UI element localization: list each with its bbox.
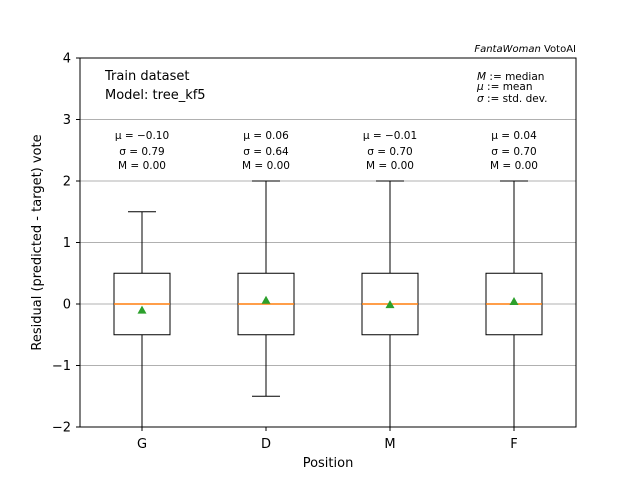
box-stat-label: μ = −0.10 [115,130,169,142]
mean-marker [137,305,147,314]
mean-marker [261,295,271,304]
x-tick-label: G [137,437,147,452]
legend-median: M := median [477,71,544,83]
box-F [485,180,543,428]
dataset-label: Train dataset [104,69,189,84]
symbol-legend: M := median μ := mean σ := std. dev. [476,71,547,105]
box-stat-label: σ = 0.70 [367,146,413,158]
mean-marker [385,300,395,309]
box-stat-label: μ = 0.06 [243,130,289,142]
box-G [113,211,171,428]
y-tick-label: −1 [52,359,71,374]
box-stat-label: σ = 0.79 [119,146,165,158]
box-stat-label: M = 0.00 [490,160,538,172]
legend-mean: μ := mean [476,81,532,93]
legend-std-dev: σ := std. dev. [477,93,547,105]
box-stat-label: σ = 0.70 [491,146,537,158]
y-axis-title: Residual (predicted - target) vote [30,134,45,350]
box-stat-label: μ = −0.01 [363,130,417,142]
box-stat-label: M = 0.00 [242,160,290,172]
mean-marker [509,297,519,306]
box-stat-label: M = 0.00 [366,160,414,172]
y-tick-label: 2 [63,175,71,190]
y-tick-label: 1 [63,236,71,251]
credit-label: FantaWoman VotoAI [474,44,576,55]
box-stat-labels: μ = −0.10 σ = 0.79 M = 0.00 μ = 0.06 σ = 0.6… [115,130,538,172]
y-tick-label: 4 [63,52,71,67]
x-tick-label: M [384,437,395,452]
box-stat-label: M = 0.00 [118,160,166,172]
box-D [237,180,295,397]
box-M [361,180,419,428]
y-tick-label: −2 [52,421,71,436]
box-stat-label: μ = 0.04 [491,130,537,142]
y-tick-label: 3 [63,113,71,128]
model-label: Model: tree_kf5 [105,88,206,103]
x-axis-title: Position [303,456,354,471]
box-stat-label: σ = 0.64 [243,146,289,158]
y-axis: −2 −1 0 1 2 3 4 [52,52,80,436]
y-tick-label: 0 [63,298,71,313]
x-tick-label: D [261,437,271,452]
x-tick-label: F [510,437,517,452]
